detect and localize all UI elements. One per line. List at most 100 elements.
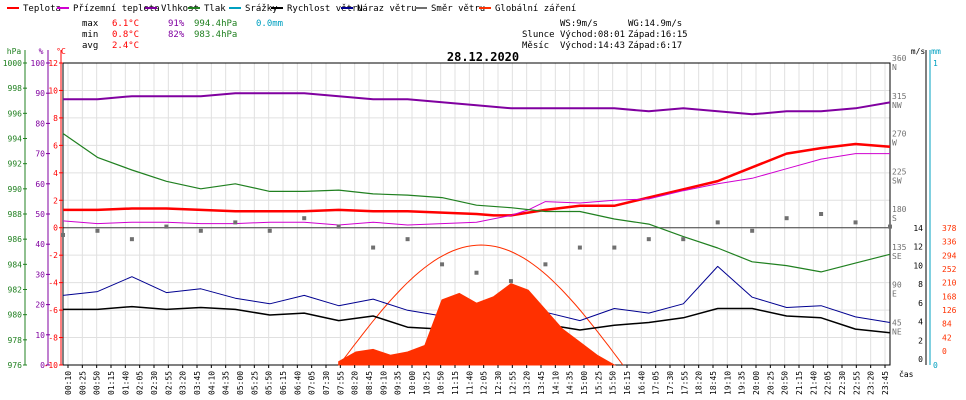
direction-tick-dir: W — [892, 139, 897, 148]
x-tick-label: 15:25 — [594, 371, 603, 395]
legend-label: Náraz větru — [357, 4, 417, 14]
hpa-axis-tick-label: 996 — [8, 109, 23, 118]
x-tick-label: 20:00 — [752, 371, 761, 395]
x-tick-label: 19:10 — [723, 371, 732, 395]
x-tick-label: 12:55 — [508, 371, 517, 395]
pct-axis-tick-label: 90 — [35, 89, 45, 98]
x-tick-label: 05:50 — [265, 371, 274, 395]
celsius-axis-tick-label: 8 — [53, 114, 58, 123]
direction-tick-dir: NE — [892, 327, 902, 336]
x-tick-label: 05:00 — [236, 371, 245, 395]
radiation-axis-tick-label: 42 — [942, 333, 952, 342]
stat-max-label: max — [82, 19, 99, 29]
direction-tick-dir: NW — [892, 101, 902, 110]
x-tick-label: 02:55 — [164, 371, 173, 395]
wind-direction-point — [612, 245, 617, 250]
direction-tick-deg: 135 — [892, 243, 907, 252]
legend-label: Vlhkost — [161, 4, 199, 14]
wind-gust-info: WG:14.9m/s — [628, 19, 682, 29]
stat-max-press: 994.4hPa — [194, 19, 237, 29]
x-tick-label: 02:30 — [150, 371, 159, 395]
x-tick-label: 08:20 — [351, 371, 360, 395]
hpa-axis-tick-label: 998 — [8, 84, 23, 93]
radiation-axis-tick-label: 294 — [942, 251, 957, 260]
series-vlhkost — [63, 92, 891, 116]
wind-direction-point — [508, 279, 513, 284]
direction-tick-dir: N — [892, 63, 897, 72]
x-tick-label: 07:55 — [336, 371, 345, 395]
series-teplota — [63, 142, 891, 217]
x-tick-label: 17:55 — [680, 371, 689, 395]
celsius-axis-tick-label: 4 — [53, 169, 58, 178]
celsius-axis-unit: °C — [56, 47, 66, 56]
hpa-axis-tick-label: 984 — [8, 260, 23, 269]
x-tick-label: 14:10 — [551, 371, 560, 395]
x-tick-label: 07:05 — [308, 371, 317, 395]
radiation-area — [338, 283, 617, 366]
rain-axis-tick-label: 1 — [933, 59, 938, 68]
direction-tick-deg: 270 — [892, 130, 907, 139]
x-tick-label: 21:40 — [809, 371, 818, 395]
wind-direction-point — [750, 228, 755, 233]
x-tick-label: 00:10 — [64, 371, 73, 395]
x-tick-label: 18:20 — [695, 371, 704, 395]
pct-axis-tick-label: 10 — [35, 331, 45, 340]
legend-label: Srážky — [245, 4, 278, 14]
wind-direction-point — [543, 262, 548, 267]
direction-tick-dir: SE — [892, 252, 902, 261]
wind-axis-tick-label: 2 — [918, 336, 923, 345]
x-tick-label: 15:50 — [609, 371, 618, 395]
wind-direction-point — [853, 220, 858, 225]
x-tick-label: 04:10 — [207, 371, 216, 395]
wind-direction-point — [681, 237, 686, 242]
direction-tick-dir: SW — [892, 176, 902, 185]
sun-arc — [338, 244, 624, 366]
x-tick-label: 16:15 — [623, 371, 632, 395]
radiation-axis-tick-label: 0 — [942, 347, 947, 356]
x-tick-label: 01:40 — [121, 371, 130, 395]
legend-label: Teplota — [23, 4, 61, 14]
wind-direction-point — [233, 220, 238, 225]
radiation-axis-tick-label: 336 — [942, 238, 957, 247]
radiation-axis-tick-label: 84 — [942, 320, 952, 329]
wind-direction-point — [577, 245, 582, 250]
x-tick-label: 00:50 — [93, 371, 102, 395]
wind-direction-point — [61, 232, 65, 237]
pct-axis-tick-label: 50 — [35, 210, 45, 219]
direction-tick-dir: S — [892, 214, 897, 223]
stat-min-temp: 0.8°C — [112, 30, 139, 40]
series-tlak — [62, 133, 891, 273]
x-tick-label: 03:45 — [193, 371, 202, 395]
wind-axis-tick-label: 12 — [913, 243, 923, 252]
wind-axis-tick-label: 8 — [918, 280, 923, 289]
celsius-axis-tick-label: -2 — [48, 251, 58, 260]
series-p-zemn-teplota — [62, 153, 890, 226]
direction-tick-deg: 360 — [892, 54, 907, 63]
x-tick-label: 02:05 — [136, 371, 145, 395]
x-tick-label: 09:35 — [394, 371, 403, 395]
legend: Teplota Přízemní teplota Vlhkost Tlak Srážky… — [7, 4, 576, 14]
sun-rise: Východ:08:01 — [560, 30, 625, 40]
hpa-axis-tick-label: 994 — [8, 135, 23, 144]
celsius-axis-tick-label: 0 — [53, 224, 58, 233]
radiation-axis-tick-label: 252 — [942, 265, 957, 274]
moon-set: Západ:6:17 — [628, 41, 682, 51]
x-tick-label: 23:45 — [881, 371, 890, 395]
celsius-axis-tick-label: -6 — [48, 306, 58, 315]
x-tick-label: 11:15 — [451, 371, 460, 395]
wind-axis-unit: m/s — [911, 47, 926, 56]
hpa-axis-tick-label: 976 — [8, 361, 23, 370]
x-tick-label: 12:30 — [494, 371, 503, 395]
pct-axis-tick-label: 80 — [35, 119, 45, 128]
wind-direction-point — [784, 216, 789, 221]
stat-max-rain: 0.0mm — [256, 19, 283, 29]
x-tick-label: 06:15 — [279, 371, 288, 395]
series-layer — [61, 92, 892, 366]
x-tick-label: 10:00 — [408, 371, 417, 395]
x-tick-label: 16:40 — [637, 371, 646, 395]
x-tick-label: 18:45 — [709, 371, 718, 395]
pct-axis-tick-label: 100 — [31, 59, 46, 68]
astro-block: WS:9m/s WG:14.9m/s Slunce Východ:08:01 Z… — [522, 19, 688, 51]
hpa-axis-tick-label: 978 — [8, 336, 23, 345]
